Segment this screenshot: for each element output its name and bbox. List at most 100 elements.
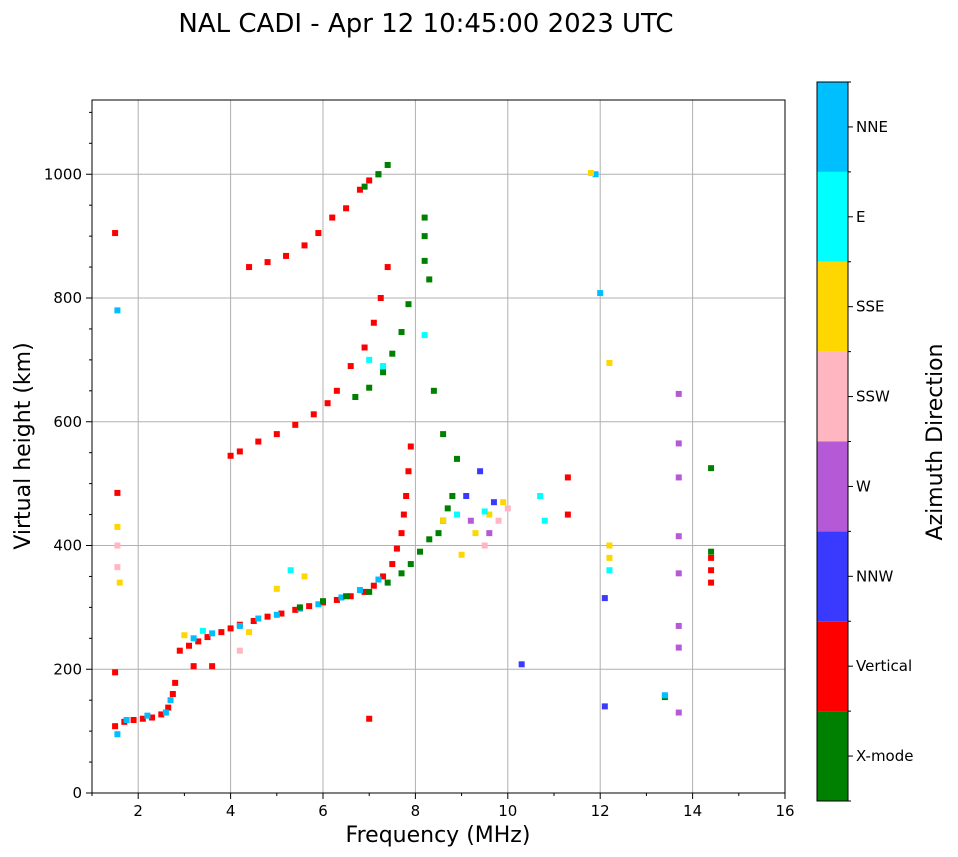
data-point (435, 530, 442, 537)
x-tick-label: 6 (318, 802, 328, 820)
data-point (389, 561, 396, 568)
data-point (477, 468, 484, 475)
data-point (587, 170, 594, 177)
colorbar-segment (817, 531, 848, 622)
data-point (463, 493, 470, 499)
data-point (306, 603, 313, 610)
data-point (601, 595, 608, 602)
data-point (366, 384, 373, 391)
data-point (114, 542, 121, 549)
data-point (440, 431, 447, 438)
data-point (246, 264, 253, 271)
data-point (236, 448, 243, 455)
colorbar-title: Azimuth Direction (923, 343, 948, 540)
data-point (444, 505, 451, 512)
data-point (361, 344, 368, 351)
data-point (356, 587, 363, 594)
data-point (218, 629, 225, 636)
data-point (377, 295, 384, 301)
data-point (384, 264, 391, 271)
data-point (675, 533, 682, 540)
x-tick-label: 8 (411, 802, 421, 820)
data-point (324, 400, 331, 407)
data-point (287, 567, 294, 574)
data-point (380, 363, 387, 370)
data-point (227, 625, 234, 632)
data-point (162, 709, 169, 716)
data-point (236, 647, 243, 654)
data-point (458, 551, 465, 558)
data-point (190, 635, 197, 642)
data-point (123, 716, 130, 723)
y-tick-label: 600 (53, 413, 82, 431)
data-point (347, 363, 354, 370)
data-point (116, 579, 123, 586)
x-axis-label: Frequency (MHz) (346, 823, 531, 848)
data-point (310, 411, 317, 418)
data-point (495, 517, 502, 524)
data-point (675, 709, 682, 716)
data-point (405, 301, 412, 308)
data-point (430, 387, 437, 394)
colorbar-label: E (856, 208, 865, 226)
data-point (283, 252, 290, 259)
data-point (292, 421, 299, 428)
colorbar-frame (816, 81, 849, 802)
data-point (158, 711, 165, 718)
data-point (440, 517, 447, 524)
x-tick-label: 4 (226, 802, 236, 820)
data-point (518, 661, 525, 668)
data-point (264, 259, 271, 266)
data-point (181, 632, 188, 639)
data-point (361, 183, 368, 190)
data-point (389, 350, 396, 357)
data-point (144, 712, 151, 719)
data-point (504, 505, 511, 512)
x-tick-label: 10 (498, 802, 517, 820)
data-point (209, 663, 216, 670)
data-point (564, 511, 571, 518)
data-point (417, 548, 424, 555)
data-point (407, 561, 414, 568)
data-point (278, 610, 285, 617)
data-point (246, 629, 253, 636)
data-point (273, 431, 280, 438)
data-point (481, 508, 488, 515)
data-point (708, 554, 715, 561)
data-point (500, 499, 507, 506)
data-point (292, 606, 299, 613)
data-point (398, 329, 405, 336)
data-point (112, 230, 119, 237)
data-point (264, 613, 271, 620)
colorbar-label: Vertical (856, 657, 912, 675)
data-point (708, 579, 715, 586)
data-point (172, 679, 179, 686)
x-tick-label: 2 (133, 802, 143, 820)
data-point (675, 474, 682, 481)
data-point (338, 594, 345, 601)
data-point (449, 493, 456, 499)
data-point (114, 564, 121, 571)
data-point (453, 511, 460, 518)
data-point (661, 692, 668, 699)
data-point (204, 634, 211, 641)
y-axis-label: Virtual height (km) (11, 342, 36, 549)
data-point (199, 627, 206, 634)
data-point (149, 714, 156, 721)
x-tick-label: 16 (775, 802, 794, 820)
data-point (601, 703, 608, 710)
data-point (347, 593, 354, 600)
data-point (675, 644, 682, 651)
data-point (405, 468, 412, 475)
data-point (190, 663, 197, 670)
data-point (114, 489, 121, 496)
data-point (675, 390, 682, 397)
data-point (675, 622, 682, 629)
colorbar-label: W (856, 477, 871, 495)
data-point (209, 630, 216, 637)
data-point (426, 276, 433, 283)
data-point (472, 530, 479, 537)
data-point (165, 704, 172, 711)
colorbar-segment (817, 351, 848, 442)
